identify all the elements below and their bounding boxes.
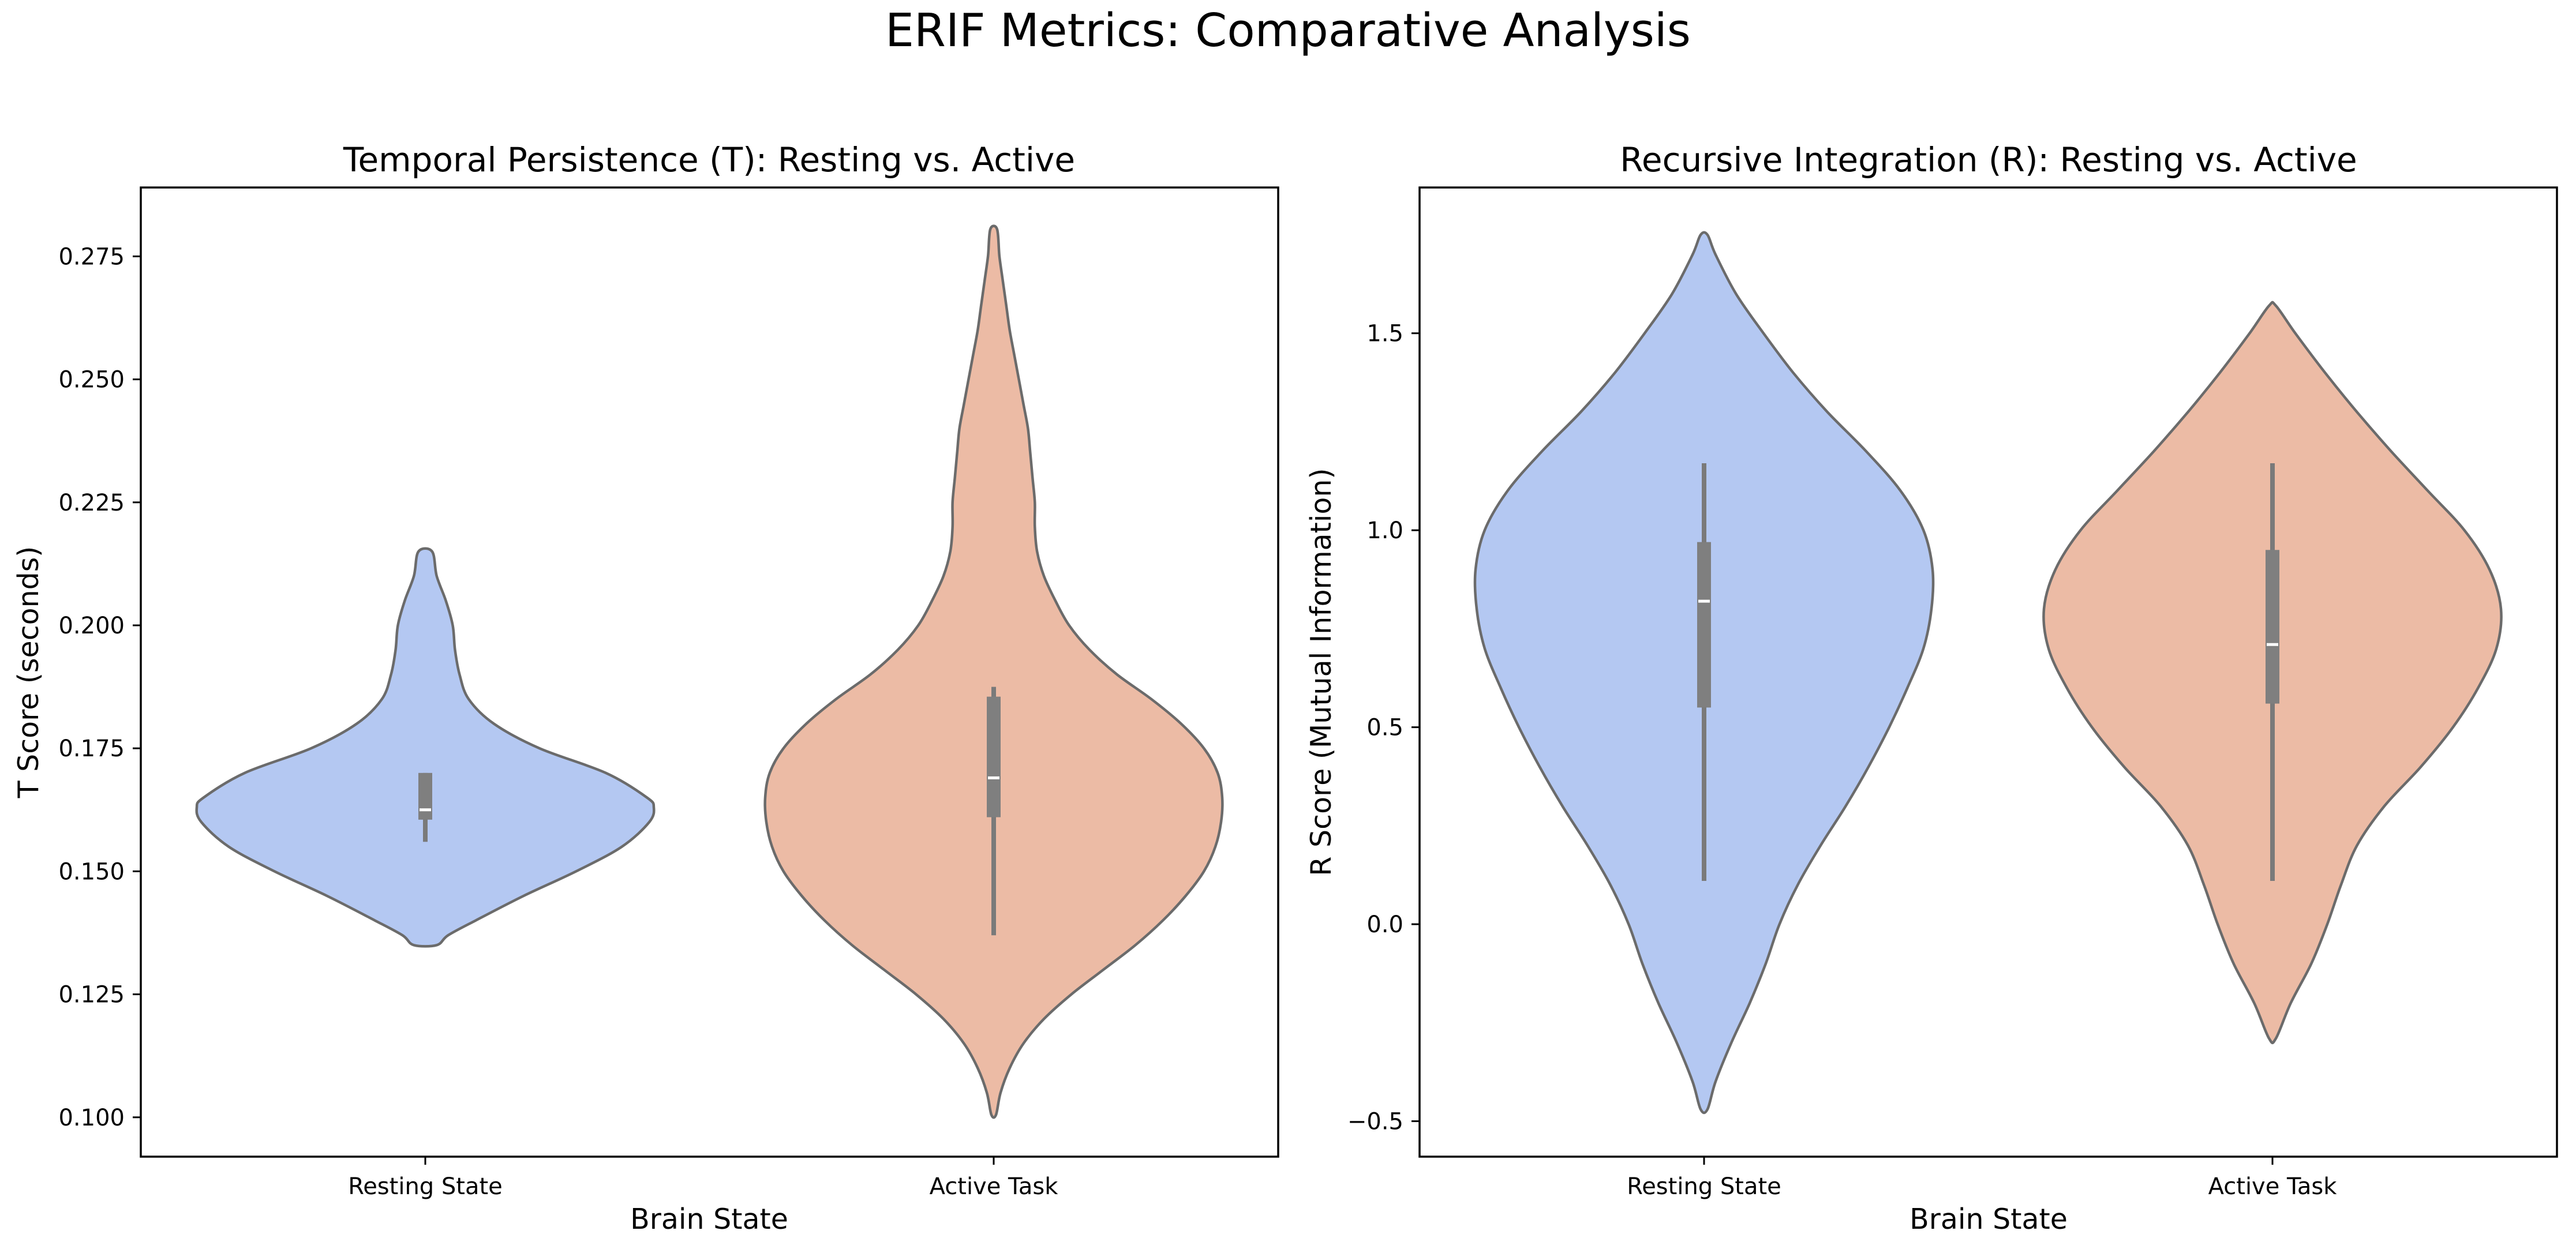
y-tick-label: 0.125 — [58, 982, 125, 1008]
iqr-box — [1697, 542, 1711, 708]
panel-title: Temporal Persistence (T): Resting vs. Ac… — [343, 140, 1075, 179]
iqr-box — [418, 772, 432, 820]
y-tick-label: 0.175 — [58, 736, 125, 762]
violin-active-task — [763, 224, 1224, 1119]
panel-temporal-persistence: Temporal Persistence (T): Resting vs. Ac… — [12, 140, 1279, 1236]
x-axis-ticks: Resting State Active Task — [1627, 1157, 2337, 1200]
iqr-box — [987, 696, 1001, 817]
axes-frame — [140, 186, 1279, 1158]
y-axis-ticks: 0.100 0.125 0.150 0.175 0.200 0.225 0.250 0.275 — [58, 243, 141, 1131]
y-tick-label: 1.0 — [1366, 517, 1403, 544]
x-tick-label: Resting State — [348, 1173, 503, 1200]
x-tick-label: Active Task — [2208, 1173, 2338, 1200]
y-axis-label: R Score (Mutual Information) — [1305, 468, 1338, 876]
x-axis-ticks: Resting State Active Task — [348, 1157, 1058, 1200]
y-axis-ticks: −0.5 0.0 0.5 1.0 1.5 — [1347, 321, 1420, 1135]
violin-resting-state — [195, 547, 656, 948]
y-tick-label: 0.150 — [58, 858, 125, 885]
x-tick-label: Active Task — [930, 1173, 1059, 1200]
y-tick-label: 0.200 — [58, 613, 125, 639]
panel-title: Recursive Integration (R): Resting vs. A… — [1620, 140, 2357, 179]
y-axis-label: T Score (seconds) — [12, 546, 45, 799]
x-axis-label: Brain State — [1909, 1203, 2068, 1236]
axes-frame — [1418, 186, 2558, 1158]
violin-group — [195, 224, 1224, 1119]
y-tick-label: 1.5 — [1366, 321, 1403, 347]
y-tick-label: 0.0 — [1366, 911, 1403, 938]
violin-group — [1473, 231, 2503, 1115]
y-tick-label: 0.250 — [58, 367, 125, 393]
figure-title: ERIF Metrics: Comparative Analysis — [885, 4, 1691, 57]
y-tick-label: 0.100 — [58, 1105, 125, 1131]
x-axis-label: Brain State — [630, 1203, 788, 1236]
iqr-box — [2266, 550, 2279, 704]
x-tick-label: Resting State — [1627, 1173, 1781, 1200]
y-tick-label: 0.275 — [58, 243, 125, 270]
panel-recursive-integration: Recursive Integration (R): Resting vs. A… — [1305, 140, 2558, 1236]
y-tick-label: 0.5 — [1366, 715, 1403, 741]
y-tick-label: 0.225 — [58, 490, 125, 516]
y-tick-label: −0.5 — [1347, 1109, 1403, 1135]
